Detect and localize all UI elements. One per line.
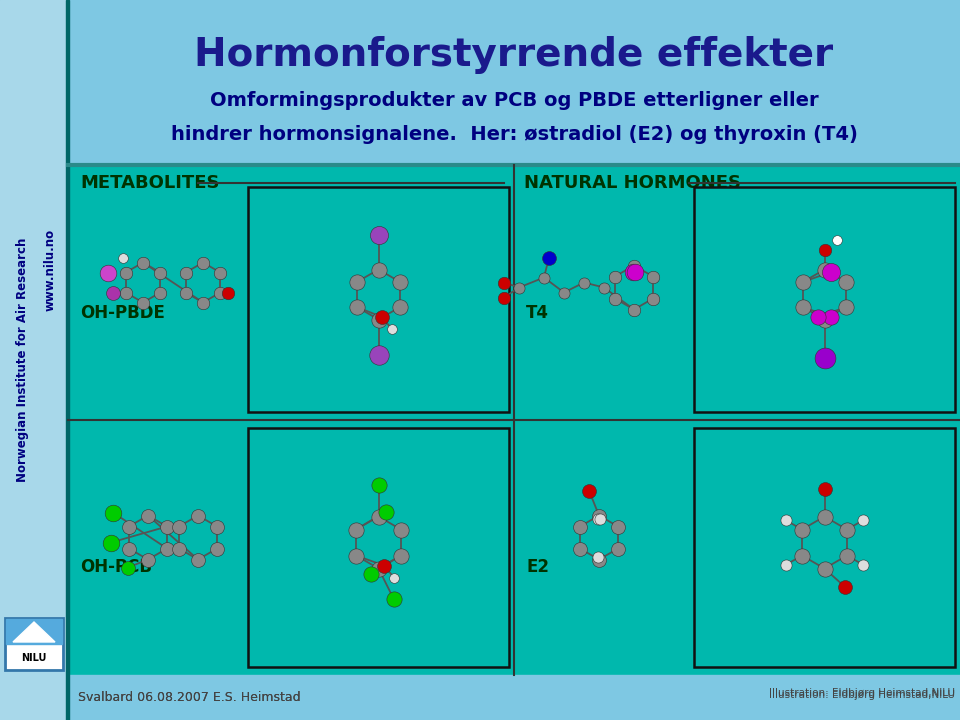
- Bar: [248, 428, 509, 667]
- Bar: [68, 165, 960, 675]
- Bar: [0, 0, 68, 720]
- Text: NILU: NILU: [21, 653, 47, 663]
- Bar: [5, 618, 63, 670]
- Bar: [66, 0, 69, 720]
- Text: Omformingsprodukter av PCB og PBDE etterligner eller: Omformingsprodukter av PCB og PBDE etter…: [209, 91, 818, 109]
- Text: T4: T4: [526, 304, 549, 322]
- Text: Hormonforstyrrende effekter: Hormonforstyrrende effekter: [195, 36, 833, 74]
- Bar: [694, 187, 955, 412]
- Text: Svalbard 06.08.2007 E.S. Heimstad: Svalbard 06.08.2007 E.S. Heimstad: [78, 691, 300, 704]
- Text: Illustration: Eldbjørg Heimstad,NILU: Illustration: Eldbjørg Heimstad,NILU: [769, 688, 955, 698]
- Bar: [68, 675, 960, 720]
- Text: www.nilu.no: www.nilu.no: [43, 229, 57, 311]
- Bar: [248, 187, 509, 412]
- Text: METABOLITES: METABOLITES: [80, 174, 220, 192]
- Polygon shape: [13, 622, 55, 642]
- Text: OH-PBDE: OH-PBDE: [80, 304, 165, 322]
- Text: NATURAL HORMONES: NATURAL HORMONES: [524, 174, 741, 192]
- Text: E2: E2: [526, 559, 549, 577]
- Text: Illustration: Eldbjørg Heimstad,NILU: Illustration: Eldbjørg Heimstad,NILU: [769, 690, 955, 700]
- Text: Svalbard 06.08.2007 E.S. Heimstad: Svalbard 06.08.2007 E.S. Heimstad: [78, 691, 300, 704]
- Bar: [694, 428, 955, 667]
- Bar: [6, 619, 62, 644]
- Bar: [68, 0, 960, 165]
- Text: OH-PCB: OH-PCB: [80, 559, 152, 577]
- Text: hindrer hormonsignalene.  Her: østradiol (E2) og thyroxin (T4): hindrer hormonsignalene. Her: østradiol …: [171, 125, 857, 145]
- Bar: [5, 618, 63, 670]
- Text: Norwegian Institute for Air Research: Norwegian Institute for Air Research: [16, 238, 30, 482]
